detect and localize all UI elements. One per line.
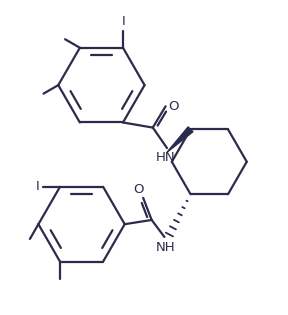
Text: I: I [36, 180, 39, 193]
Text: O: O [168, 100, 179, 113]
Text: I: I [122, 15, 126, 28]
Polygon shape [167, 127, 193, 152]
Text: HN: HN [156, 152, 175, 164]
Text: NH: NH [156, 241, 176, 254]
Text: O: O [133, 183, 143, 196]
